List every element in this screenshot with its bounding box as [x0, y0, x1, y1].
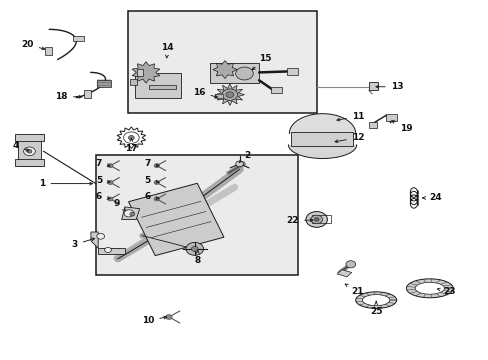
Text: 6: 6	[96, 192, 110, 201]
Text: 19: 19	[391, 121, 411, 132]
Polygon shape	[128, 183, 224, 256]
Polygon shape	[212, 60, 237, 78]
Bar	[287, 68, 298, 75]
Text: 10: 10	[142, 316, 166, 325]
Bar	[311, 215, 330, 223]
Circle shape	[235, 67, 253, 80]
Bar	[18, 137, 41, 166]
Text: 20: 20	[21, 40, 45, 50]
Bar	[290, 132, 352, 146]
Text: 14: 14	[161, 43, 173, 58]
Polygon shape	[122, 207, 140, 220]
Text: 5: 5	[144, 176, 159, 185]
Circle shape	[107, 164, 113, 168]
Circle shape	[23, 147, 35, 156]
Circle shape	[128, 135, 134, 140]
Bar	[44, 47, 52, 55]
Text: 3: 3	[71, 238, 94, 249]
Circle shape	[107, 197, 113, 201]
Text: 6: 6	[144, 192, 159, 201]
Polygon shape	[336, 270, 351, 277]
Text: 21: 21	[345, 284, 363, 296]
Circle shape	[154, 197, 159, 201]
Circle shape	[185, 242, 203, 255]
Text: 5: 5	[96, 176, 110, 185]
Text: 15: 15	[252, 54, 271, 70]
Text: 9: 9	[114, 199, 125, 211]
Bar	[96, 155, 298, 275]
Text: 17: 17	[125, 138, 138, 153]
Text: 24: 24	[422, 193, 441, 202]
Polygon shape	[414, 282, 444, 294]
Bar	[130, 78, 137, 85]
Bar	[368, 82, 377, 90]
Circle shape	[310, 215, 322, 224]
Text: 11: 11	[336, 112, 364, 121]
Text: 13: 13	[375, 82, 403, 91]
Circle shape	[154, 164, 159, 168]
Polygon shape	[406, 279, 452, 298]
Polygon shape	[132, 62, 160, 83]
Bar	[15, 159, 43, 166]
Circle shape	[305, 212, 327, 227]
Circle shape	[345, 261, 355, 268]
Circle shape	[165, 315, 172, 319]
Circle shape	[97, 233, 104, 239]
Polygon shape	[215, 84, 244, 105]
Text: 2: 2	[239, 151, 250, 162]
Text: 23: 23	[436, 287, 455, 296]
Bar	[137, 69, 143, 76]
Bar	[149, 85, 176, 89]
Text: 18: 18	[55, 92, 81, 101]
Circle shape	[222, 89, 237, 100]
Polygon shape	[355, 292, 396, 309]
Bar	[385, 114, 396, 121]
Circle shape	[124, 210, 134, 217]
Bar	[15, 134, 43, 140]
Bar	[210, 63, 259, 83]
Polygon shape	[362, 294, 389, 306]
Polygon shape	[98, 248, 125, 253]
Polygon shape	[91, 232, 98, 248]
Bar	[83, 90, 91, 98]
Text: 7: 7	[144, 159, 159, 168]
Text: 16: 16	[193, 87, 217, 98]
Circle shape	[235, 161, 243, 167]
Text: 7: 7	[96, 159, 110, 168]
Bar	[73, 36, 83, 41]
Bar	[368, 122, 376, 129]
Bar	[271, 87, 282, 93]
Circle shape	[107, 181, 113, 184]
Circle shape	[225, 92, 233, 98]
Text: 4: 4	[13, 141, 29, 151]
Circle shape	[27, 149, 32, 153]
Circle shape	[130, 212, 135, 216]
Circle shape	[104, 247, 111, 252]
Text: 22: 22	[286, 216, 312, 225]
Circle shape	[154, 181, 159, 184]
Bar	[135, 73, 181, 98]
Text: 25: 25	[369, 301, 382, 316]
Circle shape	[191, 246, 198, 251]
Text: 12: 12	[334, 133, 364, 143]
Bar	[128, 12, 316, 113]
Text: 8: 8	[194, 250, 201, 265]
Circle shape	[314, 218, 319, 221]
Text: 1: 1	[39, 179, 92, 188]
Bar	[97, 80, 111, 87]
Bar	[215, 94, 222, 98]
